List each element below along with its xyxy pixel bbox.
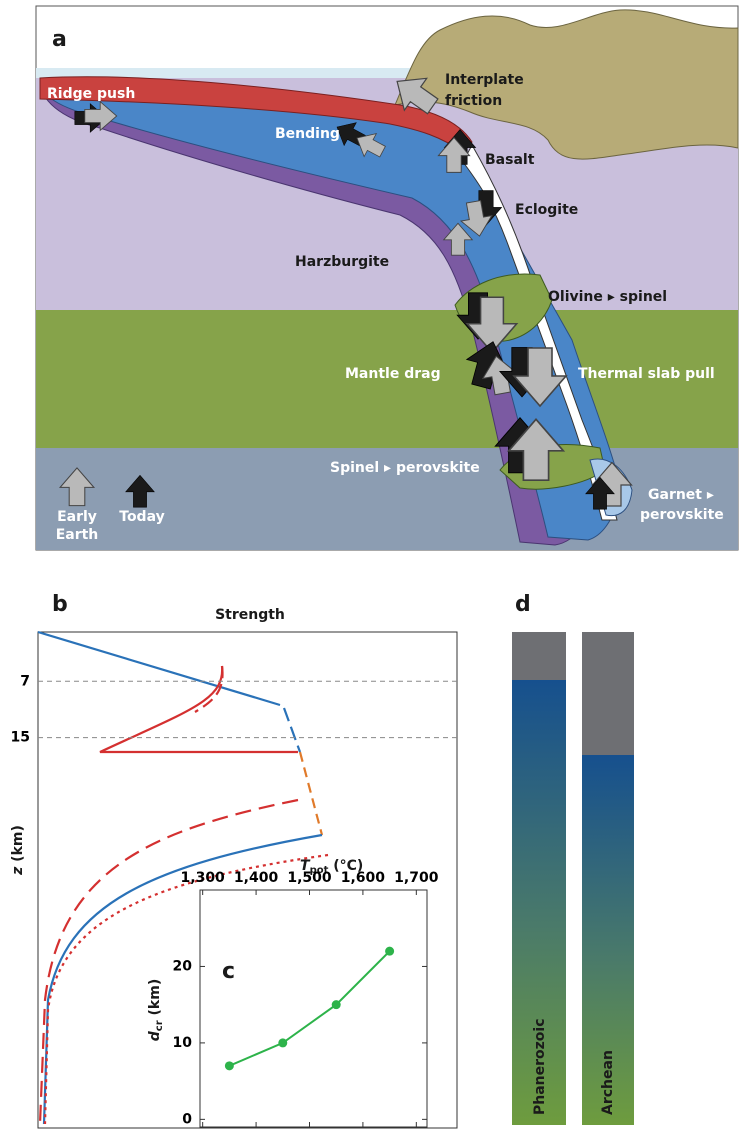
figure: a Ridge push Interplate friction Bending… xyxy=(0,0,740,1130)
y-tick-label: 7 xyxy=(20,673,30,689)
label: Ridge push xyxy=(47,86,135,102)
point xyxy=(385,947,394,956)
panel-d: d Phanerozoic Archean xyxy=(512,592,634,1125)
y-tick-label: 0 xyxy=(182,1111,192,1127)
bar-top xyxy=(512,632,566,680)
label: Thermal slab pull xyxy=(578,366,715,382)
bar-label: Archean xyxy=(600,1050,616,1115)
point xyxy=(278,1038,287,1047)
profile xyxy=(100,666,298,752)
label: Early xyxy=(57,509,97,525)
panel-label: d xyxy=(515,592,531,617)
panel-title: Strength xyxy=(215,607,285,623)
panel-a: a Ridge push Interplate friction Bending… xyxy=(36,6,738,550)
y-tick-label: 15 xyxy=(11,730,30,746)
x-tick-label: 1,500 xyxy=(287,870,332,886)
label: Harzburgite xyxy=(295,254,389,270)
x-tick-label: 1,600 xyxy=(341,870,386,886)
profile xyxy=(38,632,280,705)
x-tick-label: 1,300 xyxy=(181,870,226,886)
label: Earth xyxy=(56,527,99,543)
panel-label: b xyxy=(52,592,68,617)
bar-top xyxy=(582,632,634,755)
profile xyxy=(284,708,300,752)
panel-c-frame xyxy=(200,890,427,1127)
label: Spinel ▸ perovskite xyxy=(330,460,480,476)
bar-label: Phanerozoic xyxy=(532,1018,548,1115)
axis-label: dcr (km) xyxy=(147,979,165,1041)
label: Garnet ▸ xyxy=(648,487,714,503)
label: Olivine ▸ spinel xyxy=(548,289,667,305)
label: Basalt xyxy=(485,152,535,168)
label: perovskite xyxy=(640,507,724,523)
panel-label: a xyxy=(52,27,67,52)
label: Interplate xyxy=(445,72,524,88)
x-tick-label: 1,400 xyxy=(234,870,279,886)
label: Mantle drag xyxy=(345,366,441,382)
label: Bending xyxy=(275,126,340,142)
y-tick-label: 10 xyxy=(173,1035,193,1051)
axis-label: z (km) xyxy=(10,825,26,876)
label: Today xyxy=(119,509,164,525)
label: Eclogite xyxy=(515,202,578,218)
point xyxy=(225,1061,234,1070)
point xyxy=(332,1000,341,1009)
profile xyxy=(300,752,322,835)
x-tick-label: 1,700 xyxy=(394,870,439,886)
label: friction xyxy=(445,93,502,109)
y-tick-label: 20 xyxy=(173,958,193,974)
panel-label: c xyxy=(222,959,235,984)
